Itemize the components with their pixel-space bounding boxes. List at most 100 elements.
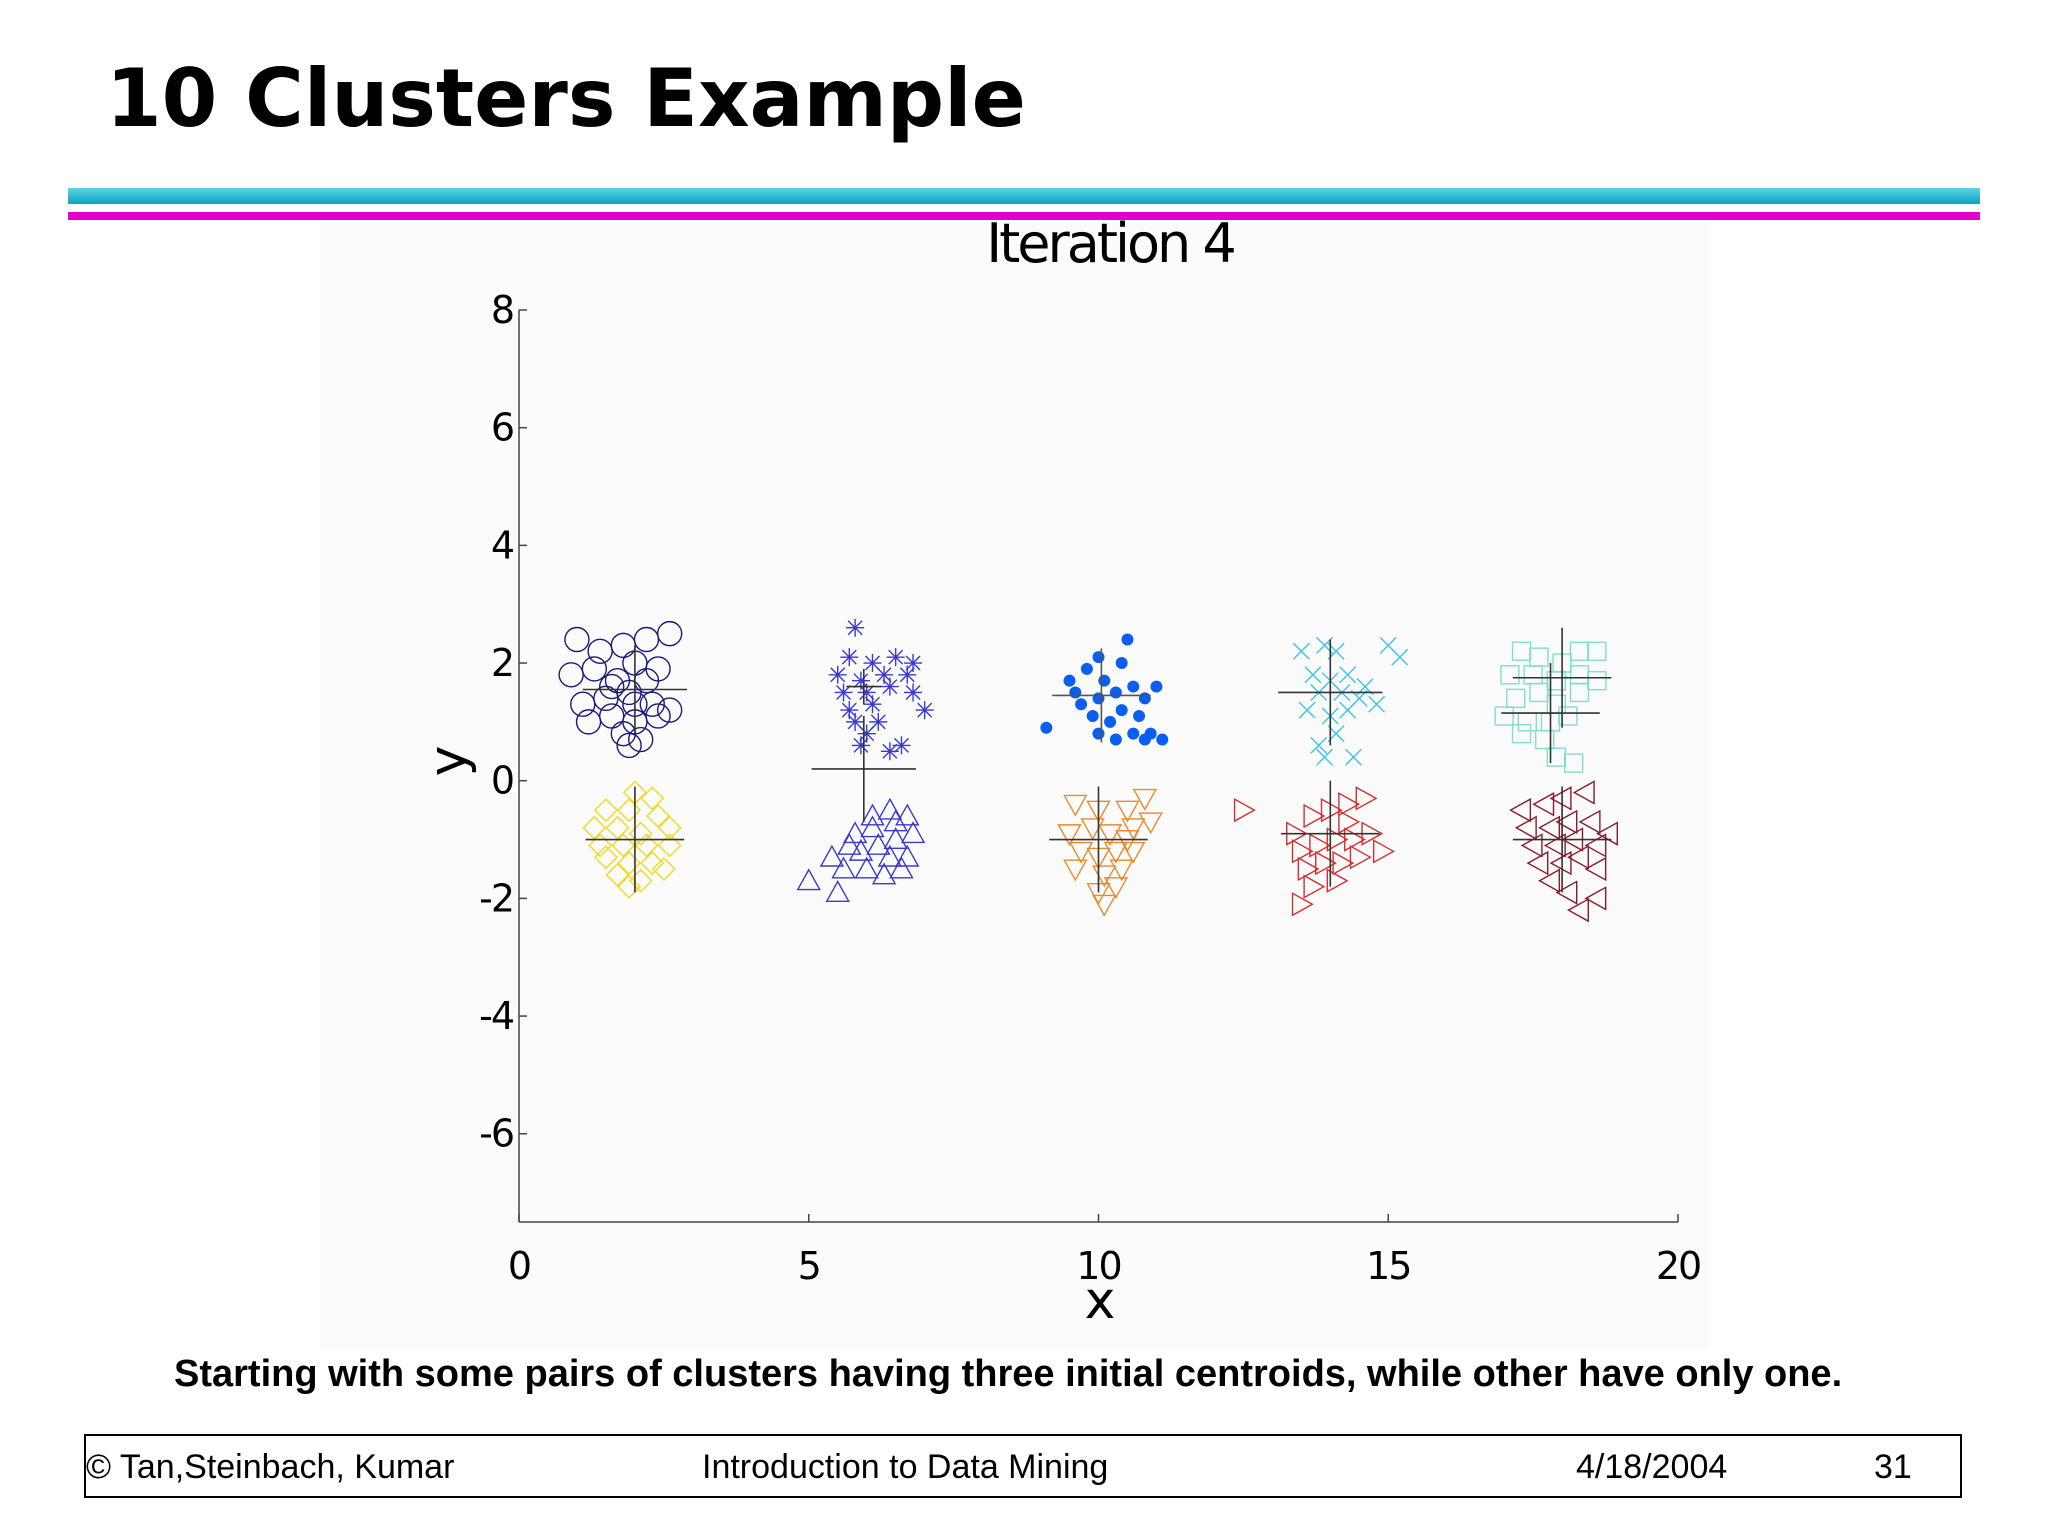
data-point: [1316, 748, 1334, 766]
data-point: [610, 632, 637, 659]
data-point: [1339, 701, 1357, 719]
data-point: [617, 874, 642, 899]
data-point: [1304, 666, 1322, 684]
data-point: [1104, 715, 1117, 728]
data-point: [646, 804, 671, 829]
data-point: [657, 815, 682, 840]
data-point: [1086, 709, 1099, 722]
data-point: [1514, 815, 1537, 840]
data-point: [1332, 850, 1355, 876]
data-point: [1338, 792, 1361, 817]
data-point: [1529, 682, 1549, 703]
data-point: [1549, 850, 1572, 876]
data-point: [857, 683, 876, 702]
data-point: [1569, 665, 1590, 685]
data-point: [1584, 886, 1607, 911]
data-point: [831, 856, 856, 879]
chart-title: Iteration 4: [986, 212, 1234, 275]
data-point: [1121, 818, 1146, 841]
data-point: [1092, 727, 1105, 740]
data-point: [1372, 839, 1395, 864]
data-point: [640, 851, 665, 876]
x-tick-label: 0: [508, 1244, 530, 1288]
data-point: [1391, 648, 1409, 666]
data-point: [1069, 686, 1082, 699]
data-point: [837, 832, 862, 855]
data-point: [1506, 688, 1526, 709]
data-point: [828, 665, 847, 684]
data-point: [1063, 794, 1088, 817]
data-point: [860, 803, 885, 826]
data-point: [877, 844, 903, 867]
data-point: [1572, 780, 1595, 805]
x-tick-label: 5: [798, 1244, 820, 1288]
data-point: [904, 654, 923, 673]
data-point: [1121, 633, 1134, 646]
data-point: [627, 726, 654, 753]
data-point: [1511, 723, 1532, 744]
data-point: [1567, 897, 1589, 923]
title-rule-magenta: [68, 212, 1980, 220]
data-point: [863, 654, 882, 673]
data-point: [1338, 809, 1361, 835]
data-point: [1558, 706, 1578, 726]
data-point: [819, 844, 845, 867]
x-axis-label: x: [1085, 1271, 1116, 1331]
data-point: [1315, 850, 1337, 876]
data-point: [1500, 665, 1520, 685]
data-point: [1517, 712, 1538, 732]
data-point: [1092, 865, 1117, 888]
data-point: [898, 665, 917, 684]
data-point: [628, 868, 653, 893]
data-point: [895, 844, 920, 867]
data-point: [1138, 812, 1163, 835]
data-point: [1097, 824, 1123, 847]
data-point: [851, 671, 870, 690]
data-point: [889, 856, 914, 879]
data-point: [1578, 809, 1601, 835]
data-point: [1587, 670, 1607, 691]
data-point: [1529, 647, 1549, 667]
data-point: [1494, 706, 1514, 726]
footer-date: 4/18/2004: [1576, 1448, 1728, 1486]
data-point: [883, 809, 908, 832]
data-point: [1532, 792, 1555, 817]
data-point: [1115, 800, 1140, 823]
data-point: [657, 833, 682, 858]
data-point: [1546, 670, 1567, 691]
data-point: [1291, 839, 1314, 864]
data-point: [880, 742, 899, 761]
data-point: [1132, 788, 1158, 811]
data-point: [1115, 830, 1140, 852]
data-point: [877, 797, 903, 820]
data-point: [1303, 874, 1326, 899]
data-point: [1080, 818, 1105, 841]
data-point: [851, 736, 870, 755]
data-point: [1292, 642, 1310, 660]
data-point: [1567, 845, 1589, 870]
data-point: [886, 648, 905, 667]
y-tick-label: 8: [491, 288, 513, 332]
data-point: [1121, 841, 1146, 864]
x-tick-label: 15: [1366, 1244, 1410, 1288]
data-point: [869, 712, 888, 731]
data-point: [628, 821, 653, 846]
data-point: [1127, 727, 1140, 740]
data-point: [1150, 680, 1163, 693]
data-point: [1103, 841, 1129, 864]
data-point: [633, 626, 660, 653]
data-point: [880, 677, 899, 696]
data-point: [1098, 674, 1111, 687]
data-point: [854, 856, 879, 879]
data-point: [1109, 859, 1134, 882]
data-point: [1355, 786, 1378, 811]
slide-footer: © Tan,Steinbach, Kumar Introduction to D…: [84, 1434, 1962, 1498]
data-point: [1310, 736, 1328, 754]
data-point: [1068, 841, 1094, 864]
data-point: [570, 691, 596, 717]
data-point: [581, 656, 608, 682]
plot-panel: [320, 220, 1710, 1350]
data-point: [846, 712, 865, 731]
y-tick-label: 2: [491, 641, 513, 685]
data-point: [1063, 674, 1076, 687]
